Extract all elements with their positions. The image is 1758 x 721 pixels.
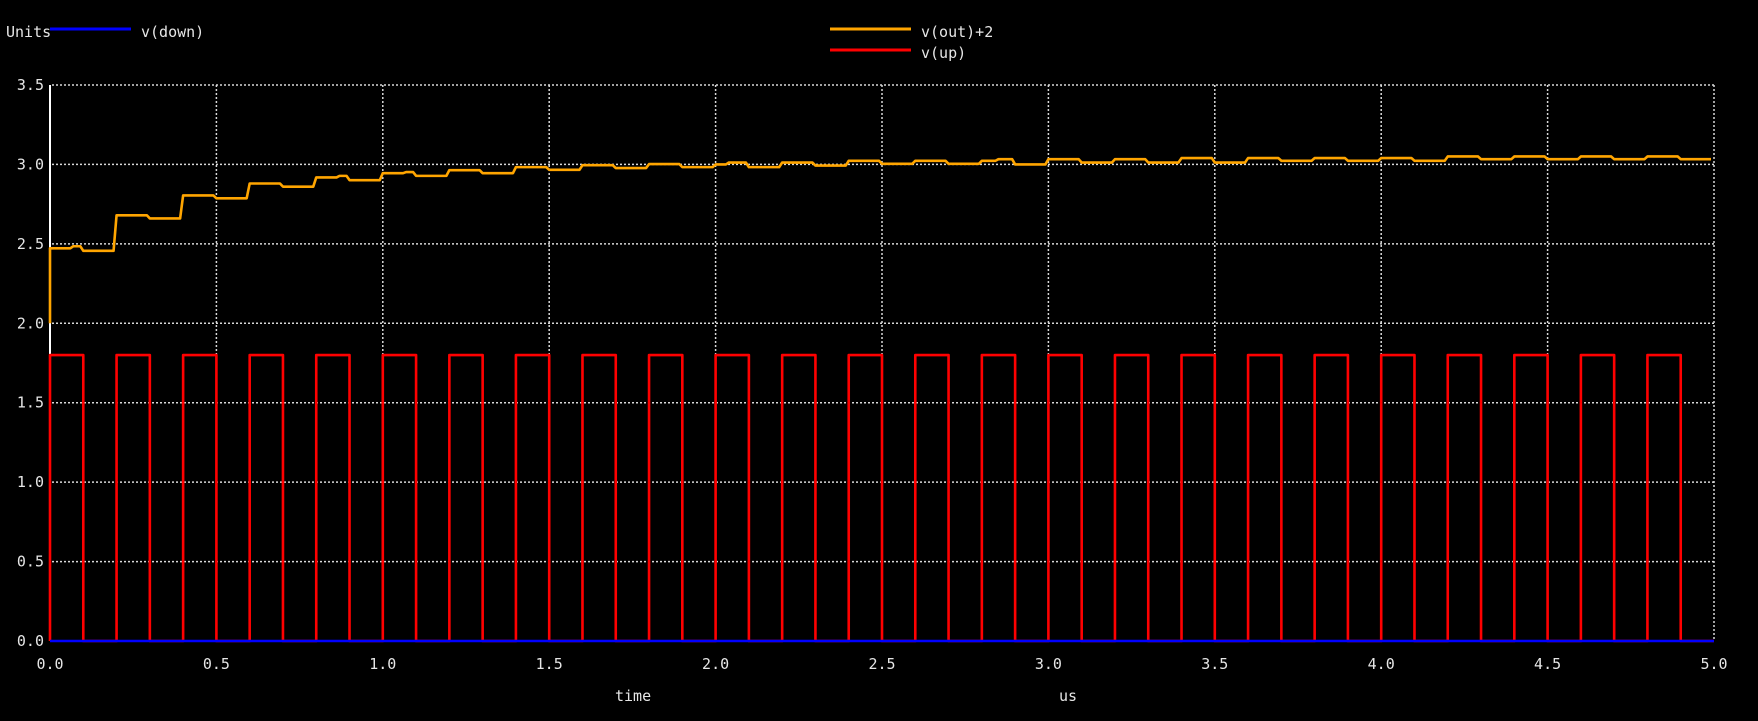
x-tick-label: 5.0 — [1700, 655, 1727, 673]
x-tick-label: 1.5 — [536, 655, 563, 673]
x-tick-label: 0.0 — [36, 655, 63, 673]
y-tick-label: 2.0 — [17, 314, 44, 332]
x-tick-label: 3.0 — [1035, 655, 1062, 673]
y-tick-label: 3.0 — [17, 155, 44, 173]
x-axis-unit: us — [1059, 687, 1077, 705]
y-axis-label: Units — [6, 23, 51, 41]
x-tick-label: 2.5 — [868, 655, 895, 673]
y-tick-label: 0.5 — [17, 553, 44, 571]
y-tick-label: 0.0 — [17, 632, 44, 650]
x-tick-label: 4.0 — [1368, 655, 1395, 673]
legend-label-out: v(out)+2 — [921, 23, 993, 41]
trace-v-out-2 — [48, 155, 1711, 324]
y-axis-ticks: 0.0 0.5 1.0 1.5 2.0 2.5 3.0 3.5 — [17, 76, 44, 650]
y-tick-label: 1.5 — [17, 394, 44, 412]
y-tick-label: 1.0 — [17, 473, 44, 491]
x-tick-label: 3.5 — [1201, 655, 1228, 673]
x-tick-label: 4.5 — [1534, 655, 1561, 673]
y-tick-label: 3.5 — [17, 76, 44, 94]
traces — [48, 155, 1714, 643]
y-tick-label: 2.5 — [17, 235, 44, 253]
x-axis-ticks: 0.0 0.5 1.0 1.5 2.0 2.5 3.0 3.5 4.0 4.5 5.0 — [36, 655, 1727, 673]
legend-label-up: v(up) — [921, 44, 966, 62]
legend-label-down: v(down) — [141, 23, 204, 41]
x-tick-label: 2.0 — [702, 655, 729, 673]
x-tick-label: 1.0 — [369, 655, 396, 673]
x-axis-label: time — [615, 687, 651, 705]
x-tick-label: 0.5 — [203, 655, 230, 673]
